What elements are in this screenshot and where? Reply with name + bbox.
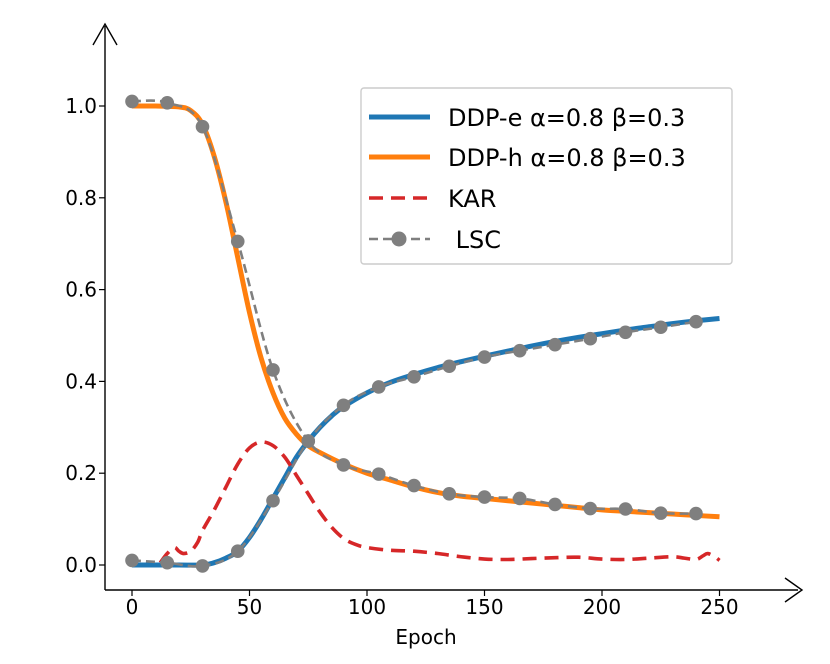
series-lsc-point [336,458,351,472]
series-lsc-point [371,467,386,481]
legend: DDP-e α=0.8 β=0.3 DDP-h α=0.8 β=0.3 KAR LS… [360,87,733,265]
series-lsc-point [301,434,316,448]
series-lsc-point [689,314,703,329]
series-lsc-point [512,343,527,358]
axes: 0 50 100 150 200 250 0.0 0.2 0.4 0.6 0.8 1.0 Epoch [65,22,804,649]
series-lsc-point [442,487,457,501]
series-lsc-point [618,325,633,340]
y-axis-arrow [92,22,118,46]
y-tick-label: 0.0 [65,553,97,577]
y-tick-label: 0.4 [65,369,97,393]
x-axis-arrow [784,577,804,603]
series-lsc-point [548,497,562,512]
legend-marker-lsc [391,231,407,247]
y-tick-label: 0.6 [65,278,97,302]
x-tick-label: 150 [465,595,503,619]
series-kar-line [158,440,721,564]
series-lsc-line-2 [131,320,697,568]
series-lsc-point [548,337,562,352]
series-lsc-point [512,491,527,506]
series-lsc-point [407,370,421,384]
series-ddp-e-line [131,316,720,568]
x-tick-label: 0 [126,595,139,619]
y-tick-label: 0.8 [65,186,97,210]
x-tick-label: 50 [237,595,262,619]
series-lsc-point [336,398,351,413]
x-axis-title: Epoch [395,625,456,649]
series-lsc-point [160,555,175,570]
series-lsc-point [477,490,492,504]
series-lsc-point [125,94,139,109]
series-lsc-point [442,359,457,374]
legend-box [360,87,733,265]
series-lsc-point [689,506,703,521]
series-lsc-point [230,234,245,249]
series-lsc-point [266,493,280,508]
series-lsc-point [195,119,210,134]
x-tick-label: 250 [700,595,738,619]
series-lsc-point [407,478,421,493]
series-lsc-point [583,501,598,516]
y-tick-label: 1.0 [65,94,97,118]
x-tick-label: 200 [583,595,621,619]
series-lsc-point [618,502,633,516]
series-lsc-point [477,350,492,364]
legend-label-lsc: LSC [448,226,501,254]
legend-label-kar: KAR [448,185,496,213]
y-tick-label: 0.2 [65,461,97,485]
legend-label-ddp-e: DDP-e α=0.8 β=0.3 [448,104,685,132]
series-lsc-point [230,544,245,559]
series-lsc-point [125,553,139,568]
series-lsc-point [371,380,386,394]
plot-area [125,94,721,573]
series-lsc-point [653,506,668,520]
series-lsc-point [653,320,668,335]
series-lsc-point [195,559,210,573]
legend-label-ddp-h: DDP-h α=0.8 β=0.3 [448,144,686,172]
series-lsc-point [160,95,175,110]
series-lsc-point [583,331,598,346]
x-tick-label: 100 [348,595,386,619]
series-lsc-point [266,363,280,377]
